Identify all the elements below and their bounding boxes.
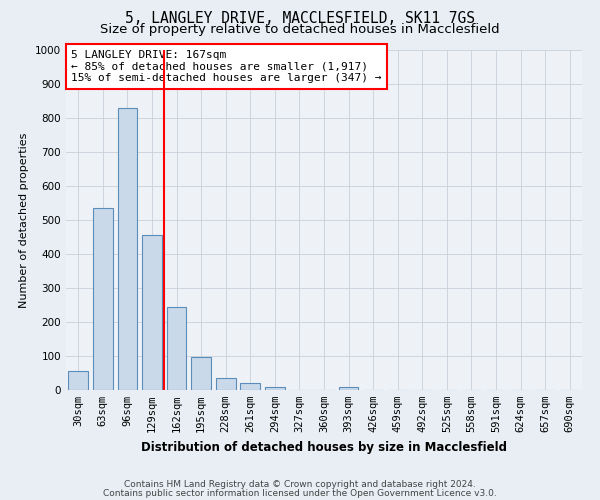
Bar <box>265 386 284 390</box>
Text: 5, LANGLEY DRIVE, MACCLESFIELD, SK11 7GS: 5, LANGLEY DRIVE, MACCLESFIELD, SK11 7GS <box>125 11 475 26</box>
Text: 5 LANGLEY DRIVE: 167sqm
← 85% of detached houses are smaller (1,917)
15% of semi: 5 LANGLEY DRIVE: 167sqm ← 85% of detache… <box>71 50 382 83</box>
Bar <box>68 372 88 390</box>
Text: Contains public sector information licensed under the Open Government Licence v3: Contains public sector information licen… <box>103 488 497 498</box>
Bar <box>167 306 187 390</box>
Bar <box>191 356 211 390</box>
Text: Size of property relative to detached houses in Macclesfield: Size of property relative to detached ho… <box>100 22 500 36</box>
Bar <box>93 208 113 390</box>
Bar <box>142 236 162 390</box>
Bar <box>216 378 236 390</box>
Bar <box>241 383 260 390</box>
Bar <box>339 386 358 390</box>
Bar <box>118 108 137 390</box>
Text: Contains HM Land Registry data © Crown copyright and database right 2024.: Contains HM Land Registry data © Crown c… <box>124 480 476 489</box>
X-axis label: Distribution of detached houses by size in Macclesfield: Distribution of detached houses by size … <box>141 440 507 454</box>
Y-axis label: Number of detached properties: Number of detached properties <box>19 132 29 308</box>
